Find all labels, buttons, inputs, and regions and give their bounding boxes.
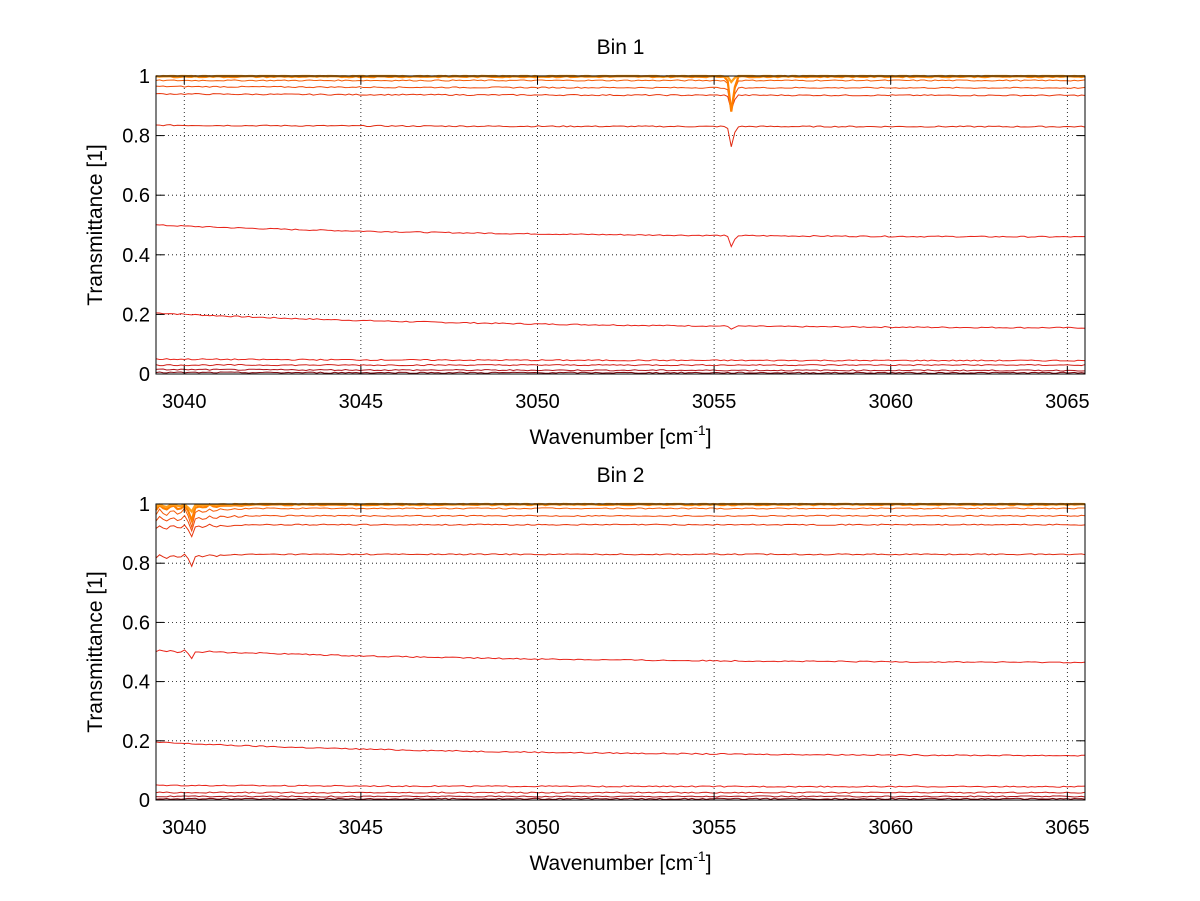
chart-title: Bin 1 (597, 36, 645, 59)
y-axis-label: Transmittance [1] (84, 571, 107, 732)
series-line (155, 371, 1086, 374)
series-line (155, 523, 1086, 538)
x-tick-label: 3065 (1045, 391, 1090, 413)
series-line (155, 92, 1086, 112)
x-tick-label: 3040 (162, 817, 207, 839)
x-tick-label: 3045 (339, 817, 384, 839)
axes-box (155, 503, 1086, 801)
y-tick-label: 1 (139, 494, 150, 516)
y-tick-label: 0.4 (122, 245, 150, 267)
series-line (155, 791, 1086, 794)
series-line (155, 784, 1086, 788)
series-line (155, 363, 1086, 367)
y-tick-label: 0 (139, 790, 150, 812)
axes-box (155, 75, 1086, 375)
y-tick-label: 0.2 (122, 731, 150, 753)
x-tick-label: 3060 (868, 817, 913, 839)
series-line (155, 368, 1086, 372)
y-tick-label: 1 (139, 66, 150, 88)
series-line (155, 553, 1086, 568)
x-tick-label: 3060 (868, 391, 913, 413)
x-tick-label: 3050 (515, 817, 560, 839)
y-tick-label: 0.2 (122, 304, 150, 326)
series-line (155, 79, 1086, 110)
series-line (155, 224, 1086, 248)
y-tick-label: 0.8 (122, 126, 150, 148)
x-tick-label: 3040 (162, 391, 207, 413)
series-line (155, 741, 1086, 757)
x-tick-label: 3055 (692, 391, 737, 413)
series-line (155, 312, 1086, 330)
series-line (155, 797, 1086, 800)
y-tick-label: 0.6 (122, 612, 150, 634)
x-tick-label: 3045 (339, 391, 384, 413)
series-line (155, 649, 1086, 664)
x-tick-label: 3055 (692, 817, 737, 839)
subplot-bin-2: 3040 3045 3050 3055 3060 3065 0 0.2 0.4 0.6 0.8 1 Bi… (84, 464, 1090, 875)
x-tick-label: 3065 (1045, 817, 1090, 839)
y-axis-label: Transmittance [1] (84, 144, 107, 305)
series-line (155, 795, 1086, 798)
x-tick-label: 3050 (515, 391, 560, 413)
series-line (155, 124, 1086, 147)
series-line (155, 507, 1086, 529)
y-tick-label: 0.8 (122, 553, 150, 575)
series-line (155, 514, 1086, 533)
y-tick-label: 0.4 (122, 672, 150, 694)
x-axis-label: Wavenumber [cm-1] (529, 422, 711, 449)
y-tick-label: 0.6 (122, 185, 150, 207)
x-axis-label: Wavenumber [cm-1] (529, 848, 711, 875)
subplot-bin-1: 3040 3045 3050 3055 3060 3065 0 0.2 0.4 0.6 0.8 1 Bi… (84, 36, 1090, 449)
series-line (155, 358, 1086, 362)
y-tick-label: 0 (139, 364, 150, 386)
plot-area (156, 76, 1085, 374)
chart-title: Bin 2 (597, 464, 645, 487)
series-line (155, 85, 1086, 112)
